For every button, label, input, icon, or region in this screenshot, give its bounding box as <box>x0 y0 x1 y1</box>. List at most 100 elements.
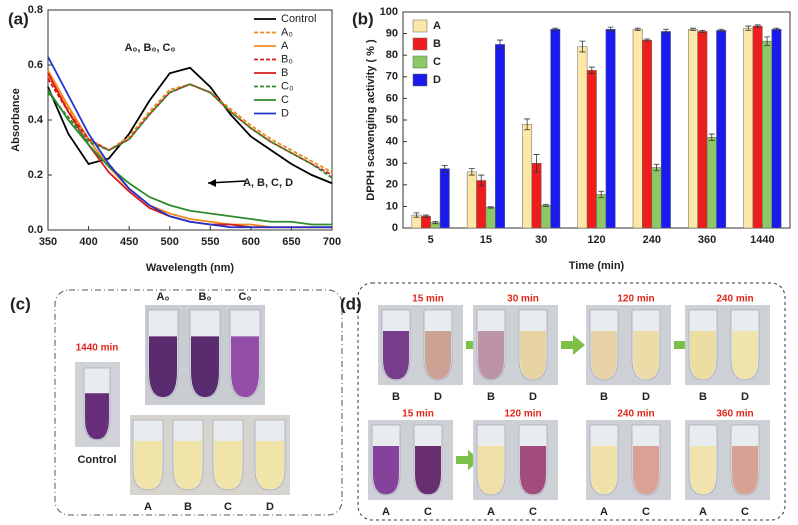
tube-liquid <box>174 441 202 490</box>
tube-label: C <box>529 506 537 518</box>
legend-label: C <box>281 94 289 106</box>
bar <box>540 205 551 229</box>
bar <box>688 29 698 229</box>
y-tick-label: 50 <box>386 114 398 126</box>
error-bar <box>773 27 780 31</box>
bar <box>632 29 643 229</box>
tube-label: B <box>699 391 707 403</box>
x-tick-label: 120 <box>587 234 605 246</box>
tube-liquid <box>256 441 284 490</box>
tube-liquid <box>191 336 219 398</box>
annotation: A₀, B₀, C₀ <box>125 42 176 54</box>
time-label: 240 min <box>617 409 654 420</box>
tube-label: D <box>529 391 537 403</box>
tube-liquid <box>520 446 546 495</box>
error-bar <box>653 163 660 172</box>
x-tick-label: 5 <box>428 234 434 246</box>
tube-label: D <box>434 391 442 403</box>
y-axis-title: DPPH scavenging activity ( % ) <box>365 39 377 201</box>
tube-liquid <box>149 336 177 398</box>
bar <box>439 168 450 229</box>
x-tick-label: 650 <box>282 236 300 248</box>
tube-label: B₀ <box>199 291 212 303</box>
panel-d-frame <box>357 282 786 521</box>
tube-liquid <box>690 446 716 495</box>
bar <box>577 46 588 229</box>
arrow <box>561 335 585 355</box>
annotation: A, B, C, D <box>243 177 293 189</box>
panel-label: (b) <box>352 9 374 28</box>
legend-label: C <box>433 56 441 68</box>
time-label: 15 min <box>402 409 434 420</box>
panel-label: (c) <box>10 294 31 313</box>
legend-label: B <box>433 38 441 50</box>
bar <box>651 167 662 229</box>
legend-label: A <box>433 20 441 32</box>
tube-label: D <box>266 501 274 513</box>
legend-swatch <box>412 73 428 87</box>
error-bar <box>542 203 549 207</box>
error-bar <box>754 24 761 28</box>
bar <box>697 31 708 229</box>
error-bar <box>662 28 669 34</box>
tube-label: A <box>487 506 495 518</box>
line <box>47 56 332 229</box>
tube-liquid <box>478 446 504 495</box>
tube-label: B <box>184 501 192 513</box>
tube-liquid <box>690 331 716 380</box>
tube-label: C <box>642 506 650 518</box>
error-bar <box>441 164 448 173</box>
panel-c-frame <box>54 289 343 516</box>
error-bar <box>588 66 595 74</box>
y-tick-label: 90 <box>386 28 398 40</box>
x-axis-title: Time (min) <box>569 260 625 272</box>
line <box>47 89 332 226</box>
x-tick-label: 1440 <box>750 234 774 246</box>
error-bar <box>745 25 752 31</box>
time-label: 120 min <box>617 294 654 305</box>
y-tick-label: 20 <box>386 179 398 191</box>
y-tick-label: 0 <box>392 222 398 234</box>
x-tick-label: 400 <box>79 236 97 248</box>
error-bar <box>598 190 605 199</box>
tube-label: C <box>424 506 432 518</box>
tube-liquid <box>633 331 659 380</box>
y-tick-label: 40 <box>386 136 398 148</box>
x-tick-label: 15 <box>480 234 492 246</box>
x-tick-label: 500 <box>161 236 179 248</box>
tube-label: C <box>224 501 232 513</box>
legend-label: A₀ <box>281 26 293 38</box>
legend-swatch <box>412 37 428 51</box>
legend-label: B <box>281 67 288 79</box>
x-tick-label: 360 <box>698 234 716 246</box>
x-tick-label: 600 <box>242 236 260 248</box>
tube-liquid <box>732 446 758 495</box>
legend-label: Control <box>281 13 316 25</box>
annotation-arrowhead <box>208 179 216 187</box>
legend-swatch <box>412 19 428 33</box>
panel-label: (d) <box>340 294 362 313</box>
bar <box>752 25 763 229</box>
x-tick-label: 450 <box>120 236 138 248</box>
bar <box>596 194 607 229</box>
bar <box>660 31 671 229</box>
y-tick-label: 70 <box>386 71 398 83</box>
tube-label: Control <box>77 454 116 466</box>
bar <box>771 29 782 229</box>
x-tick-label: 350 <box>39 236 57 248</box>
tube-label: C <box>741 506 749 518</box>
error-bar <box>644 38 651 42</box>
tube-liquid <box>214 441 242 490</box>
bar <box>531 162 542 229</box>
y-axis-title: Absorbance <box>10 88 22 152</box>
y-tick-label: 30 <box>386 157 398 169</box>
tube-label: D <box>642 391 650 403</box>
error-bar <box>533 154 540 173</box>
tube-label: A <box>382 506 390 518</box>
line <box>47 78 333 176</box>
tube-liquid <box>591 446 617 495</box>
tube-label: A <box>144 501 152 513</box>
error-bar <box>422 214 429 218</box>
error-bar <box>764 36 771 46</box>
